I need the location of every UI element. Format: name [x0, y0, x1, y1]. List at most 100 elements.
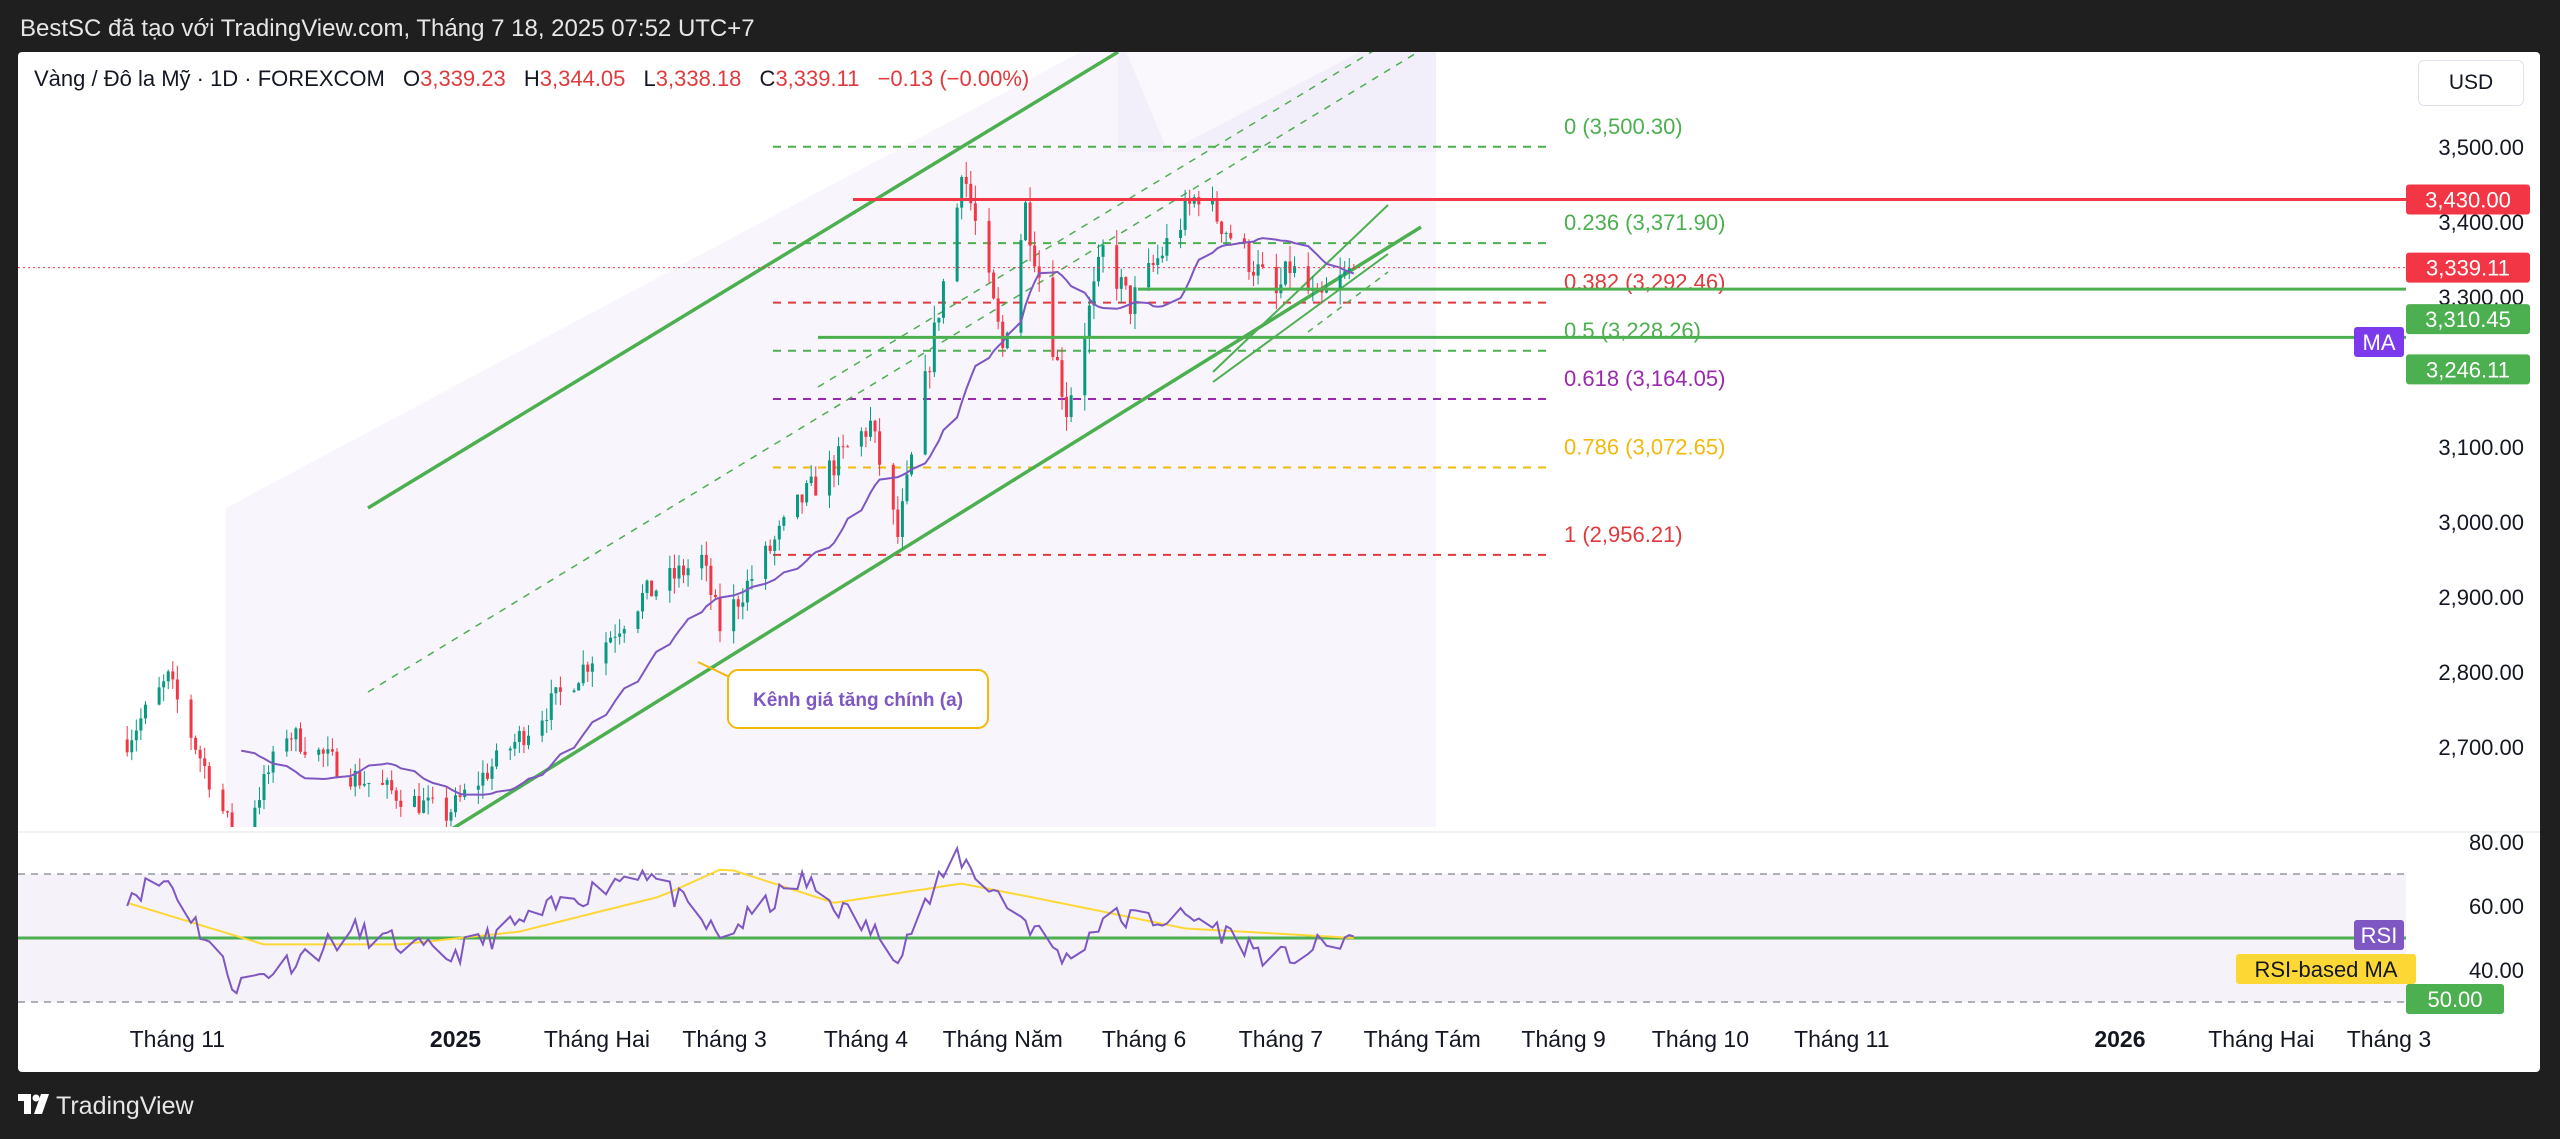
time-axis-tick: Tháng Tám [1364, 1026, 1481, 1052]
footer-bar: TradingView [0, 1072, 2560, 1139]
callout-box [727, 669, 989, 729]
price-axis-tick: 2,700.00 [2438, 735, 2524, 760]
candle-body [1338, 275, 1342, 290]
candle-body [1024, 202, 1028, 241]
candle-body [235, 837, 238, 844]
fib-level-label: 0.382 (3,292.46) [1564, 270, 1725, 295]
change-value: −0.13 (−0.00%) [877, 66, 1030, 91]
moving-average-line [241, 237, 1355, 796]
candle-body [782, 517, 786, 526]
candle-body [832, 460, 836, 476]
candle-body [1156, 258, 1160, 266]
channel-shading-top [1118, 52, 1436, 152]
candle-body [1019, 240, 1023, 333]
currency-button[interactable]: USD [2418, 60, 2524, 106]
tradingview-logo-icon[interactable] [18, 1094, 50, 1116]
candle-body [941, 281, 945, 318]
candle-body [1252, 271, 1256, 276]
candle-body [207, 766, 211, 790]
candle-body [750, 578, 754, 581]
candle-body [741, 602, 745, 607]
time-axis-tick: Tháng 3 [682, 1026, 766, 1052]
candle-body [298, 728, 302, 752]
candle-body [157, 687, 161, 705]
candle-body [189, 699, 193, 738]
candle-body [203, 758, 207, 767]
chart-panel[interactable]: 0 (3,500.30) 0.236 (3,371.90) 0.382 (3,292… [18, 52, 2540, 1072]
candle-body [796, 494, 800, 518]
candle-body [745, 580, 749, 603]
candle-body [454, 795, 458, 813]
high-value: 3,344.05 [539, 66, 626, 91]
candle-body [175, 679, 179, 700]
symbol-label[interactable]: Vàng / Đô la Mỹ · 1D · FOREXCOM [34, 66, 385, 91]
last-price-tag-label: 3,339.11 [2426, 256, 2510, 281]
support-1-price-tag-label: 3,310.45 [2425, 307, 2511, 332]
candle-body [463, 789, 467, 798]
candle-body [1247, 242, 1251, 272]
rsi-tag-label: RSI [2361, 923, 2398, 948]
price-axis-tick: 2,900.00 [2438, 585, 2524, 610]
rsi-level-tag-label: 50.00 [2427, 987, 2482, 1012]
candle-body [864, 431, 868, 437]
candle-body [1274, 266, 1278, 294]
price-chart[interactable]: 0 (3,500.30) 0.236 (3,371.90) 0.382 (3,292… [18, 52, 2540, 1072]
candle-body [773, 539, 777, 551]
candle-body [636, 611, 640, 629]
candle-body [677, 565, 681, 579]
candle-body [682, 565, 686, 576]
candle-body [736, 599, 740, 607]
candle-body [294, 728, 298, 740]
candle-body [1060, 360, 1064, 397]
rsi-pane [18, 845, 2406, 1003]
candle-body [1115, 245, 1119, 289]
candle-body [1242, 238, 1246, 243]
candle-body [162, 681, 166, 688]
fib-level-label: 0.236 (3,371.90) [1564, 210, 1725, 235]
candle-body [891, 464, 895, 510]
resistance-price-tag-label: 3,430.00 [2425, 188, 2511, 213]
candle-body [289, 738, 293, 740]
candle-body [572, 690, 576, 692]
candle-body [1283, 261, 1287, 285]
fib-level-label: 0.618 (3,164.05) [1564, 366, 1725, 391]
candle-body [1051, 277, 1055, 357]
candle-body [367, 782, 371, 784]
candle-body [1055, 356, 1059, 361]
candle-body [672, 567, 676, 579]
candle-body [1065, 396, 1069, 417]
candle-body [1096, 256, 1100, 282]
candle-body [1229, 233, 1233, 239]
candle-body [1179, 229, 1183, 239]
rsi-axis-tick: 40.00 [2469, 958, 2524, 983]
candle-body [805, 483, 809, 503]
candle-body [1215, 198, 1219, 222]
rsi-tag [2354, 920, 2404, 950]
candle-body [358, 770, 362, 786]
open-value: 3,339.23 [420, 66, 506, 91]
candle-body [417, 796, 421, 813]
candle-body [285, 738, 289, 752]
candle-body [490, 766, 494, 779]
candle-body [171, 671, 175, 680]
candle-body [558, 687, 562, 692]
candle-body [1033, 245, 1037, 267]
attribution-bar: BestSC đã tạo với TradingView.com, Tháng… [0, 0, 2560, 52]
tradingview-brand[interactable]: TradingView [56, 1092, 194, 1120]
candle-body [253, 807, 257, 827]
candle-body [271, 751, 275, 773]
candle-body [896, 509, 900, 537]
candle-body [303, 751, 307, 755]
candle-body [964, 176, 968, 184]
candle-body [987, 220, 991, 273]
candle-body [230, 812, 234, 827]
channel-shading-right [1168, 52, 1436, 827]
time-axis-tick: Tháng 10 [1652, 1026, 1749, 1052]
candle-body [650, 580, 654, 597]
candle-body [932, 322, 936, 373]
candle-body [992, 272, 996, 299]
candle-body [362, 783, 366, 786]
candle-body [226, 811, 230, 813]
candle-body [841, 446, 845, 448]
candle-body [426, 797, 430, 801]
